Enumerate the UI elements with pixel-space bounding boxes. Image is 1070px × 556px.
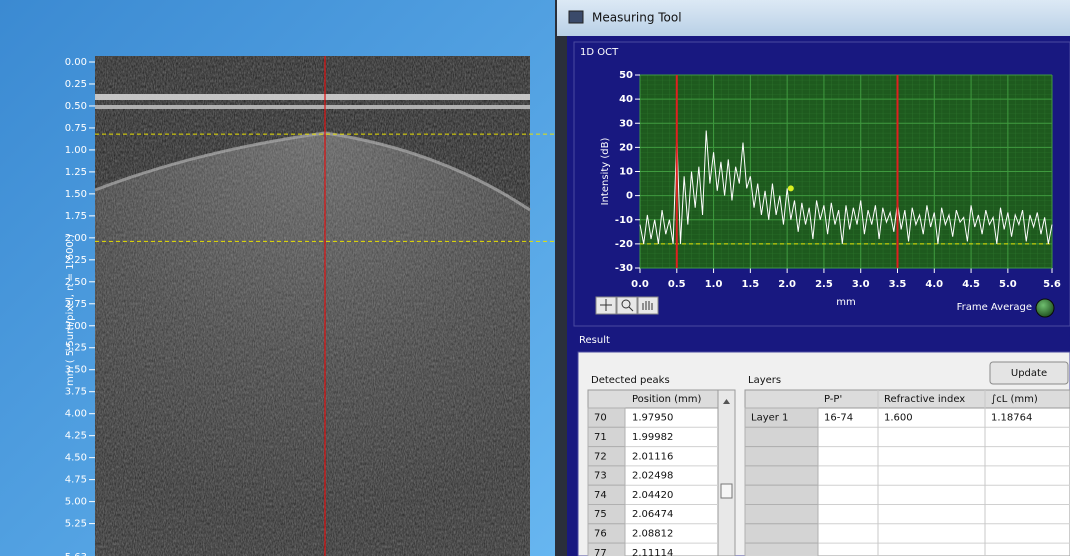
frame-average-led[interactable] <box>1036 299 1054 317</box>
peaks-header-label: Position (mm) <box>632 394 701 405</box>
layer-name-cell <box>745 427 818 446</box>
peak-index: 77 <box>594 548 607 556</box>
layers-header-label: Refractive index <box>884 394 965 405</box>
y-tick-label: 3.75 <box>65 387 87 398</box>
x-tick-label: 2.0 <box>778 279 796 290</box>
y-tick-label: 0.75 <box>65 123 87 134</box>
window-border <box>555 0 567 556</box>
frame-average-label: Frame Average <box>957 302 1032 313</box>
layer-name-cell <box>745 466 818 485</box>
oct-image <box>95 56 530 556</box>
x-tick-label: 2.5 <box>815 279 833 290</box>
x-tick-label: 5.0 <box>999 279 1017 290</box>
x-tick-label: 4.5 <box>962 279 980 290</box>
x-tick-label: 3.5 <box>889 279 907 290</box>
peak-index: 73 <box>594 471 607 482</box>
y-tick-label: 30 <box>619 118 633 129</box>
y-tick-label: 0 <box>626 191 633 202</box>
peak-position: 2.02498 <box>632 471 673 482</box>
layers-header-label: ∫cL (mm) <box>991 394 1038 405</box>
x-tick-label: 5.6 <box>1043 279 1061 290</box>
x-tick-label: 1.5 <box>741 279 759 290</box>
window-icon <box>569 11 583 23</box>
y-tick-label: 5.00 <box>65 497 87 508</box>
oct-panel-title: 1D OCT <box>580 47 619 58</box>
update-button-label[interactable]: Update <box>1011 368 1047 379</box>
peak-position: 2.11114 <box>632 548 673 556</box>
y-tick-label: 1.25 <box>65 167 87 178</box>
y-tick-label: 40 <box>619 94 633 105</box>
y-tick-label: 1.00 <box>65 145 87 156</box>
peak-index: 76 <box>594 528 607 539</box>
y-tick-label: -30 <box>615 263 633 274</box>
peak-index: 70 <box>594 413 607 424</box>
layer-cell: Layer 1 <box>751 413 788 424</box>
layer-name-cell <box>745 447 818 466</box>
layer-name-cell <box>745 505 818 524</box>
y-tick-label: 4.00 <box>65 409 87 420</box>
y-tick-label: -10 <box>615 215 633 226</box>
layers-title: Layers <box>748 375 781 386</box>
plot-tools <box>596 297 658 314</box>
y-tick-label: 4.25 <box>65 431 87 442</box>
peak-position: 2.06474 <box>632 509 673 520</box>
window-title: Measuring Tool <box>592 11 682 25</box>
y-tick-label: 0.25 <box>65 79 87 90</box>
marker-point <box>788 185 794 191</box>
peak-index: 74 <box>594 490 607 501</box>
x-axis-label: mm <box>836 297 855 308</box>
y-tick-label: 5.63 <box>65 552 87 556</box>
screen: 0.000.250.500.751.001.251.501.752.002.25… <box>0 0 1070 556</box>
layer-cell: 1.18764 <box>991 413 1032 424</box>
y-tick-label: 1.75 <box>65 211 87 222</box>
y-tick-label: 0.00 <box>65 57 87 68</box>
page: 0.000.250.500.751.001.251.501.752.002.25… <box>0 0 1070 556</box>
left-axis-label: mm ( 5.5um/pixel, n = 1.600 ) <box>65 234 76 386</box>
y-tick-label: 0.50 <box>65 101 87 112</box>
layer-cell: 16-74 <box>824 413 853 424</box>
y-axis-label: Intensity (dB) <box>600 138 611 206</box>
peak-index: 72 <box>594 451 607 462</box>
layer-cell: 1.600 <box>884 413 913 424</box>
result-title: Result <box>579 335 610 346</box>
x-tick-label: 3.0 <box>852 279 870 290</box>
peak-position: 1.99982 <box>632 432 673 443</box>
layer-name-cell <box>745 524 818 543</box>
layer-name-cell <box>745 485 818 504</box>
y-tick-label: 1.50 <box>65 189 87 200</box>
peak-position: 1.97950 <box>632 413 673 424</box>
peak-index: 75 <box>594 509 607 520</box>
y-tick-label: 4.75 <box>65 475 87 486</box>
y-tick-label: 20 <box>619 142 633 153</box>
peak-position: 2.08812 <box>632 528 673 539</box>
y-tick-label: 10 <box>619 167 633 178</box>
y-tick-label: 5.25 <box>65 519 87 530</box>
peaks-title: Detected peaks <box>591 375 670 386</box>
y-tick-label: 50 <box>619 70 633 81</box>
update-button[interactable]: Update <box>990 362 1068 384</box>
peak-index: 71 <box>594 432 607 443</box>
x-tick-label: 0.5 <box>668 279 686 290</box>
peak-position: 2.04420 <box>632 490 673 501</box>
scrollbar[interactable] <box>718 390 735 556</box>
layer-name-cell <box>745 543 818 556</box>
x-tick-label: 1.0 <box>705 279 723 290</box>
layers-header-label: P-P' <box>824 394 842 405</box>
tables: Position (mm) 70 1.97950 71 1.99982 72 2.01116… <box>588 390 1070 556</box>
peak-position: 2.01116 <box>632 451 673 462</box>
y-tick-label: 4.50 <box>65 453 87 464</box>
x-tick-label: 4.0 <box>925 279 943 290</box>
scroll-thumb[interactable] <box>721 484 732 498</box>
y-tick-label: -20 <box>615 239 633 250</box>
x-tick-label: 0.0 <box>631 279 649 290</box>
